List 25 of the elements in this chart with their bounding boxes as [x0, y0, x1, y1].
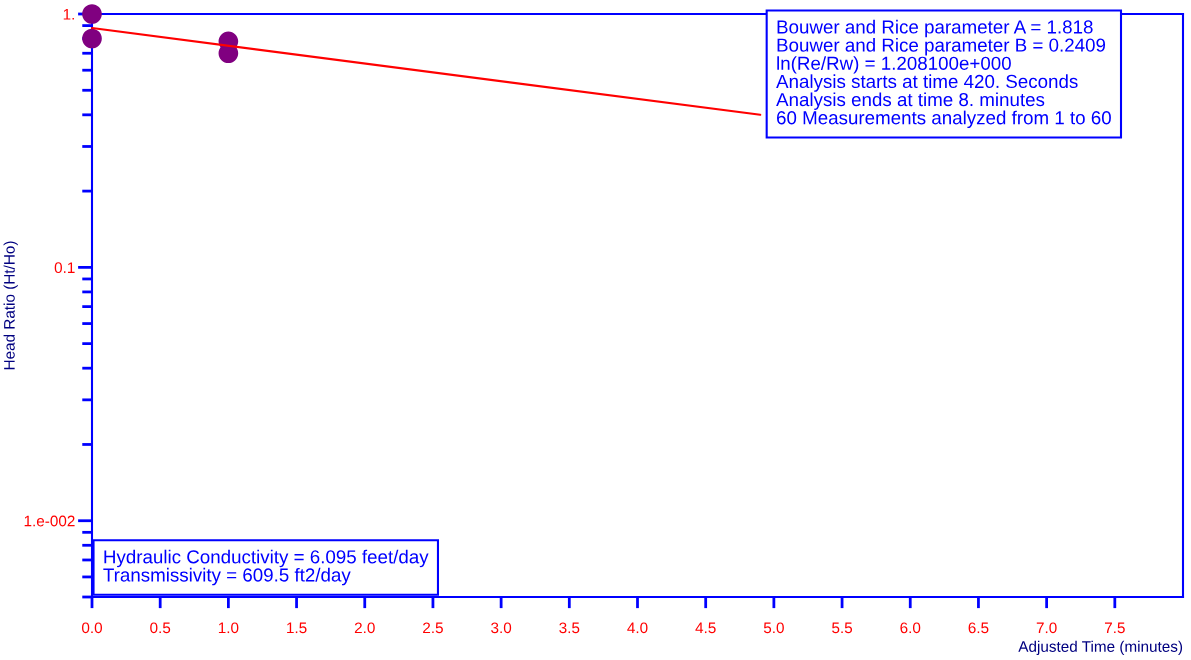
x-tick-label: 6.0 — [900, 622, 921, 634]
x-axis-title: Adjusted Time (minutes) — [1018, 640, 1183, 655]
x-tick-label: 2.0 — [354, 622, 375, 634]
x-tick-label: 4.0 — [627, 622, 648, 634]
point — [82, 28, 102, 49]
x-tick-label: 6.5 — [968, 622, 989, 634]
point — [82, 4, 102, 24]
annotation: Hydraulic Conductivity = 6.095 feet/day Transmissivity = 609.5 ft2/day — [103, 549, 429, 586]
x-tick-label: 1.0 — [218, 622, 239, 634]
x-tick-label: 7.5 — [1104, 622, 1125, 634]
annotation: Bouwer and Rice parameter A = 1.818 Bouwer and Rice parameter B = 0.2409 ln(Re/Rw) = 1.208100e+000 Analysis starts at time 420. Seconds Analysis ends at time 8. minutes 60 Measurements analyzed from 1 to 60 — [776, 19, 1111, 129]
y-tick-label: 1. — [63, 9, 74, 20]
x-tick-label: 2.5 — [423, 622, 443, 634]
x-tick-label: 0.0 — [81, 622, 103, 634]
x-tick-label: 7.0 — [1036, 622, 1057, 634]
x-tick-label: 3.5 — [559, 622, 580, 634]
x-tick-label: 5.0 — [763, 622, 784, 634]
x-tick-label: 3.0 — [491, 622, 512, 634]
x-tick-label: 5.5 — [832, 622, 853, 634]
x-tick-label: 4.5 — [695, 622, 716, 634]
x-tick-label: 1.5 — [287, 622, 307, 634]
y-axis-title: Head Ratio (Ht/Ho) — [3, 241, 18, 370]
y-tick-label: 1.e-002 — [24, 515, 75, 527]
y-tick-label: 0.1 — [54, 262, 75, 274]
x-tick-label: 0.5 — [150, 622, 171, 634]
